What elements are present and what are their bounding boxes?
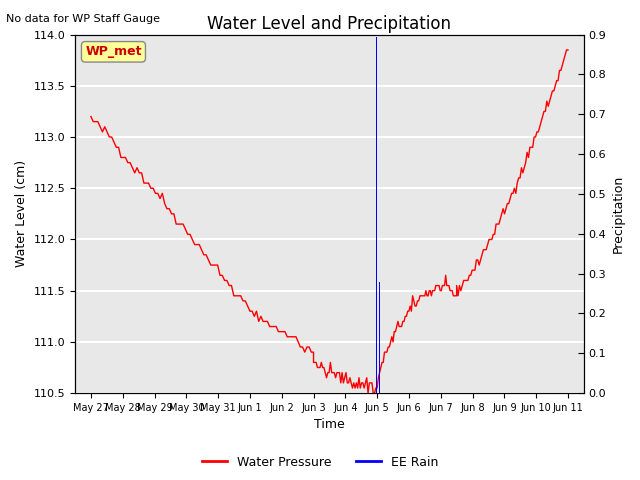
Bar xyxy=(379,282,380,393)
Bar xyxy=(376,36,378,393)
Water Pressure xyxy=(409,293,417,299)
Water Pressure xyxy=(563,47,570,53)
Water Pressure xyxy=(408,308,415,314)
Water Pressure xyxy=(564,47,572,53)
Water Pressure xyxy=(526,144,534,150)
Text: WP_met: WP_met xyxy=(85,45,141,58)
Text: No data for WP Staff Gauge: No data for WP Staff Gauge xyxy=(6,14,161,24)
Line: Water Pressure: Water Pressure xyxy=(91,50,568,393)
X-axis label: Time: Time xyxy=(314,419,345,432)
Water Pressure xyxy=(87,114,95,120)
Y-axis label: Water Level (cm): Water Level (cm) xyxy=(15,160,28,267)
Water Pressure xyxy=(499,206,507,212)
Water Pressure xyxy=(364,390,372,396)
Y-axis label: Precipitation: Precipitation xyxy=(612,175,625,253)
Legend: Water Pressure, EE Rain: Water Pressure, EE Rain xyxy=(196,451,444,474)
Water Pressure xyxy=(90,119,97,124)
Title: Water Level and Precipitation: Water Level and Precipitation xyxy=(207,15,451,33)
Water Pressure xyxy=(415,298,422,304)
